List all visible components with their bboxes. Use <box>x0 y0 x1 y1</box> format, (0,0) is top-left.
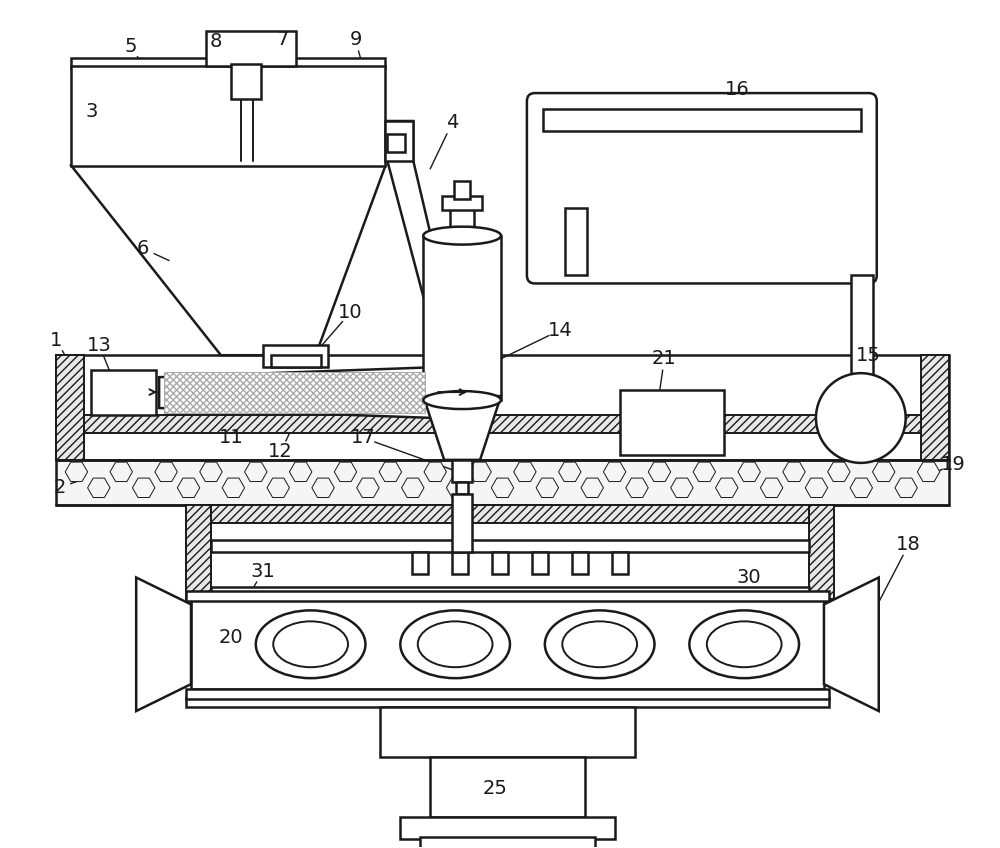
Bar <box>492 551 508 573</box>
Bar <box>186 505 211 600</box>
Ellipse shape <box>256 611 365 678</box>
Ellipse shape <box>545 611 654 678</box>
FancyBboxPatch shape <box>527 93 877 283</box>
Bar <box>543 109 861 131</box>
Bar <box>56 355 84 460</box>
Polygon shape <box>136 577 191 711</box>
Ellipse shape <box>707 622 782 667</box>
Bar <box>211 539 809 551</box>
Text: 12: 12 <box>268 443 293 461</box>
Text: 16: 16 <box>725 80 750 98</box>
Bar <box>56 460 949 505</box>
Ellipse shape <box>562 622 637 667</box>
Text: 17: 17 <box>351 428 376 448</box>
Polygon shape <box>423 396 501 460</box>
Bar <box>186 689 829 699</box>
Text: 30: 30 <box>737 568 761 587</box>
Bar <box>430 757 585 817</box>
Bar <box>211 505 809 522</box>
Bar <box>420 837 595 848</box>
Ellipse shape <box>273 622 348 667</box>
Bar <box>452 460 472 482</box>
Bar <box>450 208 474 236</box>
Bar <box>452 551 468 573</box>
Bar <box>921 355 949 460</box>
Bar <box>191 600 824 689</box>
Bar <box>400 817 615 839</box>
Polygon shape <box>387 121 460 360</box>
Text: 3: 3 <box>85 102 98 120</box>
Bar <box>532 551 548 573</box>
Bar <box>612 551 628 573</box>
Bar <box>412 551 428 573</box>
Ellipse shape <box>418 622 493 667</box>
Bar <box>186 697 829 707</box>
Bar <box>423 236 501 400</box>
Bar <box>71 59 385 68</box>
Bar <box>263 345 328 367</box>
Text: 19: 19 <box>941 455 966 474</box>
Bar <box>84 415 921 433</box>
Bar <box>231 64 261 99</box>
Bar <box>211 588 809 600</box>
Text: 15: 15 <box>856 346 881 365</box>
Text: 2: 2 <box>53 478 66 497</box>
Bar <box>385 121 413 161</box>
Bar <box>851 276 873 375</box>
Text: 1: 1 <box>50 331 63 349</box>
Text: 25: 25 <box>483 779 507 798</box>
Ellipse shape <box>423 391 501 409</box>
Circle shape <box>816 373 906 463</box>
Bar <box>620 390 724 455</box>
Bar <box>380 707 635 757</box>
Bar <box>456 482 468 494</box>
Text: 20: 20 <box>219 628 243 647</box>
Text: 21: 21 <box>652 349 677 368</box>
Ellipse shape <box>400 611 510 678</box>
Bar <box>91 371 156 415</box>
Text: 4: 4 <box>446 114 458 132</box>
Polygon shape <box>159 367 435 418</box>
Text: 7: 7 <box>277 30 289 49</box>
Text: 9: 9 <box>349 30 362 49</box>
Bar <box>186 591 829 601</box>
Text: 31: 31 <box>250 562 275 581</box>
Ellipse shape <box>689 611 799 678</box>
Bar <box>387 134 405 152</box>
Bar <box>442 196 482 209</box>
Bar <box>565 208 587 276</box>
Bar <box>271 355 321 367</box>
Ellipse shape <box>423 226 501 244</box>
Bar <box>164 372 425 413</box>
Bar <box>572 551 588 573</box>
Text: 5: 5 <box>125 36 137 56</box>
Bar <box>809 505 834 600</box>
Text: 13: 13 <box>87 336 112 354</box>
Bar <box>206 31 296 66</box>
Text: 10: 10 <box>338 303 363 322</box>
Bar <box>71 66 385 166</box>
Text: 8: 8 <box>210 31 222 51</box>
Bar <box>454 181 470 198</box>
Polygon shape <box>824 577 879 711</box>
Polygon shape <box>71 166 385 355</box>
Text: 6: 6 <box>137 239 149 258</box>
Bar <box>452 494 472 551</box>
Text: 14: 14 <box>547 321 572 340</box>
Text: 11: 11 <box>219 428 243 448</box>
Text: 18: 18 <box>896 535 921 554</box>
